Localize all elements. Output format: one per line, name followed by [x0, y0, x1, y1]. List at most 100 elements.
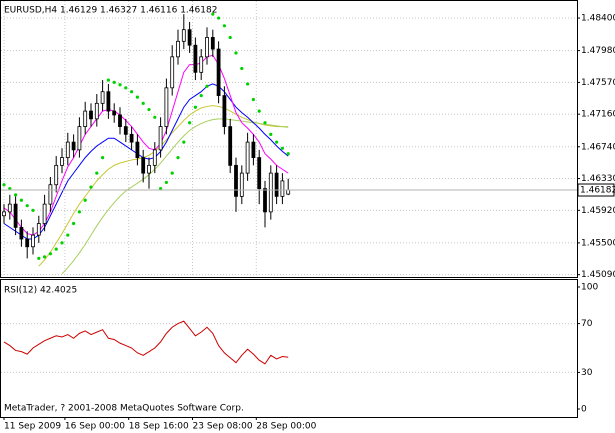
y-tick-label: 30 — [581, 368, 593, 378]
candle-body — [181, 29, 186, 42]
candle-body — [89, 110, 93, 120]
y-tick-label: 70 — [581, 319, 593, 329]
sar-dot — [228, 35, 232, 40]
sar-dot — [199, 93, 203, 98]
sar-dot — [286, 152, 290, 156]
footer: MetaTrader, ? 2001-2008 MetaQuotes Softw… — [4, 404, 244, 414]
candle-body — [263, 188, 267, 213]
sar-dot — [8, 187, 12, 191]
chart-title: EURUSD,H4 1.46129 1.46327 1.46116 1.4618… — [4, 6, 217, 16]
candle-body — [147, 164, 151, 174]
sar-dot — [37, 256, 41, 260]
candle-body — [94, 102, 99, 120]
x-tick-label: 11 Sep 2009 — [4, 422, 61, 432]
sar-dot — [257, 109, 261, 113]
candle-body — [274, 172, 279, 197]
candle-body — [112, 110, 117, 116]
candle-body — [245, 141, 250, 174]
sar-dot — [2, 183, 6, 187]
candle-body — [106, 91, 111, 112]
sar-dot — [275, 140, 279, 144]
candle-body — [65, 141, 70, 159]
candle-body — [42, 203, 47, 224]
sar-dot — [240, 66, 244, 71]
sar-dot — [164, 180, 168, 185]
candle-body — [54, 164, 59, 186]
sar-dot — [135, 95, 139, 99]
sar-dot — [141, 101, 145, 105]
candle-body — [193, 44, 198, 73]
moving-average — [3, 83, 289, 240]
moving-average — [3, 54, 289, 236]
sar-dot — [147, 107, 151, 112]
sar-dot — [205, 84, 209, 88]
x-tick-label: 16 Sep 00:00 — [65, 422, 125, 432]
candle-body — [7, 203, 12, 213]
candle-body — [251, 141, 256, 159]
y-tick-label: 1.47160 — [581, 110, 615, 120]
sar-dot — [101, 156, 105, 160]
sar-dot — [112, 80, 116, 85]
x-tick-label: 18 Sep 16:00 — [129, 422, 189, 432]
sar-dot — [251, 97, 255, 102]
sar-dot — [170, 171, 174, 175]
candle-body — [199, 56, 204, 73]
candle-body — [152, 149, 157, 166]
y-tick-label: 1.46740 — [581, 142, 615, 152]
sar-dot — [263, 121, 267, 125]
sar-dot — [182, 140, 186, 144]
candle-body — [83, 110, 88, 127]
price-panel — [0, 0, 578, 278]
y-tick-label: 0 — [581, 405, 587, 415]
candle-body — [286, 189, 291, 195]
sar-dot — [280, 146, 284, 150]
rsi-panel — [0, 279, 578, 418]
candle-body — [205, 37, 209, 58]
candle-body — [36, 223, 41, 236]
sar-dot — [54, 247, 58, 251]
candle-body — [135, 141, 140, 159]
y-tick-label: 1.46330 — [581, 174, 615, 184]
sar-dot — [234, 51, 238, 55]
candle-body — [239, 172, 244, 197]
sar-dot — [153, 115, 157, 119]
candle-body — [13, 203, 18, 228]
y-tick-label: 1.45500 — [581, 238, 615, 248]
y-tick-label: 100 — [581, 283, 598, 293]
sar-dot — [89, 185, 93, 189]
candle-body — [31, 234, 35, 248]
candle-body — [170, 56, 175, 89]
sar-dot — [60, 241, 64, 245]
candle-body — [77, 126, 82, 151]
candle-body — [164, 87, 169, 127]
candle-body — [118, 114, 122, 127]
moving-average — [61, 118, 289, 275]
y-tick-label: 1.45920 — [581, 206, 615, 216]
sar-dot — [106, 78, 110, 82]
candle-body — [257, 157, 262, 190]
candle-body — [71, 141, 76, 151]
sar-dot — [72, 221, 76, 226]
y-tick-label: 1.48400 — [581, 14, 615, 24]
sar-dot — [246, 82, 250, 86]
sar-dot — [14, 193, 18, 197]
sar-dot — [211, 12, 215, 16]
candle-body — [234, 164, 238, 197]
candle-body — [210, 37, 215, 50]
sar-dot — [193, 105, 197, 109]
sar-dot — [95, 171, 99, 175]
candle-body — [268, 172, 273, 213]
last-price-label: 1.46182 — [580, 186, 615, 196]
y-tick-label: 1.47570 — [581, 78, 615, 88]
candle-body — [280, 180, 285, 197]
candle-body — [100, 91, 105, 104]
sar-dot — [66, 233, 70, 237]
sar-dot — [19, 198, 23, 202]
candle-body — [176, 40, 180, 58]
candle-body — [123, 126, 128, 135]
sar-dot — [43, 255, 47, 259]
sar-dot — [25, 204, 29, 208]
x-tick-label: 23 Sep 08:00 — [193, 422, 253, 432]
rsi-title: RSI(12) 42.4025 — [4, 286, 77, 296]
